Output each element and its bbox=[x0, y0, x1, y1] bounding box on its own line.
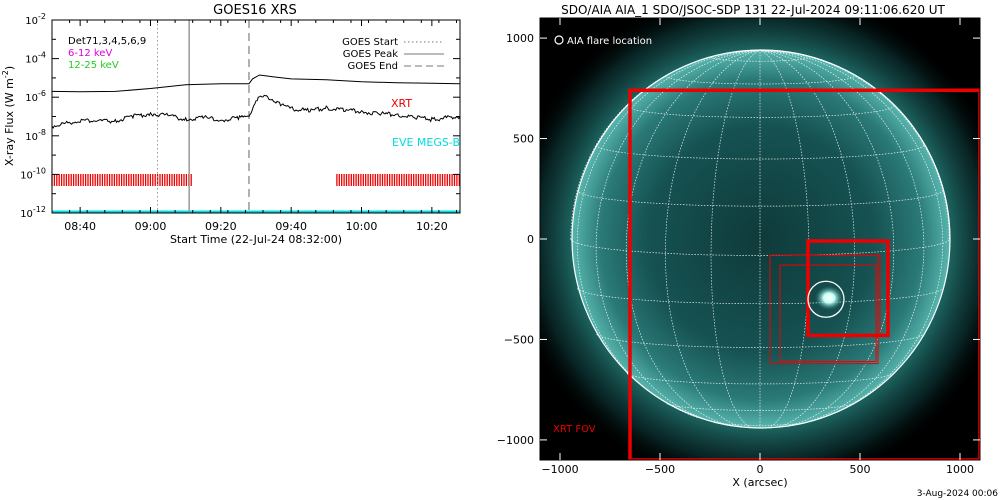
longitude-line bbox=[710, 50, 761, 429]
flare-legend-icon bbox=[554, 35, 564, 45]
longitude-line bbox=[595, 50, 761, 427]
xrt-observing-interval bbox=[336, 174, 460, 186]
xrt-fov-label: XRT FOV bbox=[553, 424, 596, 435]
xrt-fov-boxes bbox=[628, 88, 980, 460]
eve-annotation: EVE MEGS-B bbox=[392, 136, 460, 149]
aia-y-tick-label: 0 bbox=[527, 233, 534, 246]
xrs-y-tick-label: 10-2 bbox=[25, 12, 46, 27]
latitude-line bbox=[595, 144, 925, 160]
xrt-fov-box bbox=[779, 264, 877, 363]
longitude-line bbox=[665, 50, 761, 429]
footer-timestamp: 3-Aug-2024 00:06 bbox=[917, 489, 999, 499]
xrs-series-line bbox=[51, 74, 461, 93]
aia-y-tick-label: −1000 bbox=[497, 434, 534, 447]
xrs-y-tick-label: 10-8 bbox=[25, 128, 46, 143]
xrt-fov-box bbox=[628, 88, 980, 460]
longitude-line bbox=[759, 50, 925, 427]
latitude-line bbox=[596, 333, 924, 348]
xrs-x-tick-label: 10:20 bbox=[416, 220, 448, 233]
flare-legend-label: AIA flare location bbox=[567, 36, 652, 47]
xrs-y-tick-label: 10-12 bbox=[20, 205, 46, 220]
xrs-legend-right-entry: GOES Start bbox=[342, 37, 398, 48]
solar-disk bbox=[572, 50, 950, 428]
longitude-line bbox=[759, 50, 855, 429]
xrs-x-tick-label: 08:40 bbox=[64, 220, 96, 233]
xrs-y-tick-label: 10-4 bbox=[25, 51, 46, 66]
latitude-line bbox=[577, 288, 943, 305]
aia-x-tick-label: −500 bbox=[645, 463, 675, 476]
xrs-legend-left-entry: 12-25 keV bbox=[68, 60, 119, 71]
flare-brightening bbox=[815, 286, 843, 310]
xrs-x-tick-label: 09:00 bbox=[135, 220, 167, 233]
longitude-line bbox=[759, 50, 944, 418]
aia-y-tick-label: −500 bbox=[504, 333, 534, 346]
xrs-x-ticks: 08:40 09:00 09:20 09:40 10:00 10:20 bbox=[51, 20, 457, 233]
xrs-y-tick-label: 10-10 bbox=[20, 166, 46, 181]
flare-marker bbox=[807, 280, 845, 318]
xrs-series-line bbox=[51, 94, 461, 129]
aia-y-tick-label: 500 bbox=[513, 133, 534, 146]
latitude-line bbox=[713, 422, 807, 426]
xrs-y-axis-label: X-ray Flux (W m-2) bbox=[1, 66, 16, 166]
aia-y-tick-label: 1000 bbox=[506, 32, 534, 45]
xrs-y-tick-label: 10-6 bbox=[25, 89, 46, 104]
xrs-legend-right-entry: GOES End bbox=[348, 61, 398, 72]
xrs-plot-area bbox=[51, 20, 461, 213]
xrs-title: GOES16 XRS bbox=[213, 3, 297, 18]
latitude-line bbox=[710, 56, 810, 62]
xrs-x-axis-label: Start Time (22-Jul-24 08:32:00) bbox=[170, 233, 342, 246]
aia-x-ticks: −1000 −500 0 500 1000 bbox=[541, 18, 974, 476]
longitude-line bbox=[759, 50, 895, 428]
solar-limb bbox=[571, 49, 951, 429]
aia-x-tick-label: −1000 bbox=[541, 463, 578, 476]
longitude-line bbox=[625, 50, 761, 428]
latitude-line bbox=[666, 403, 854, 411]
xrs-panel: GOES16 XRS 10-12 10-10 10-8 10-6 10-4 10-2 08… bbox=[1, 3, 461, 246]
xrs-x-tick-label: 09:40 bbox=[275, 220, 307, 233]
aia-x-tick-label: 500 bbox=[850, 463, 871, 476]
xrs-y-ticks: 10-12 10-10 10-8 10-6 10-4 10-2 bbox=[20, 12, 460, 220]
xrs-legend-left-entry: 6-12 keV bbox=[68, 48, 112, 59]
aia-y-ticks: −1000 −500 0 500 1000 bbox=[497, 32, 980, 447]
xrt-annotation: XRT bbox=[391, 97, 412, 110]
aia-x-axis-label: X (arcsec) bbox=[732, 476, 787, 489]
flare-location-circle bbox=[807, 280, 845, 318]
xrs-x-tick-label: 10:00 bbox=[346, 220, 378, 233]
latitude-line bbox=[665, 75, 855, 85]
aia-x-tick-label: 0 bbox=[757, 463, 764, 476]
xrs-legend-right-entry: GOES Peak bbox=[343, 49, 398, 60]
xrt-observing-interval bbox=[51, 174, 192, 186]
aia-panel: SDO/AIA AIA_1 SDO/JSOC-SDP 131 22-Jul-20… bbox=[497, 3, 981, 489]
heliographic-grid bbox=[570, 50, 950, 429]
aia-image bbox=[540, 18, 980, 460]
aia-x-tick-label: 1000 bbox=[946, 463, 974, 476]
xrs-x-tick-label: 09:20 bbox=[205, 220, 237, 233]
xrs-legend-left-entry: Det71,3,4,5,6,9 bbox=[68, 36, 146, 47]
longitude-line bbox=[759, 50, 950, 240]
longitude-line bbox=[576, 50, 761, 418]
aia-title: SDO/AIA AIA_1 SDO/JSOC-SDP 131 22-Jul-20… bbox=[561, 3, 945, 17]
